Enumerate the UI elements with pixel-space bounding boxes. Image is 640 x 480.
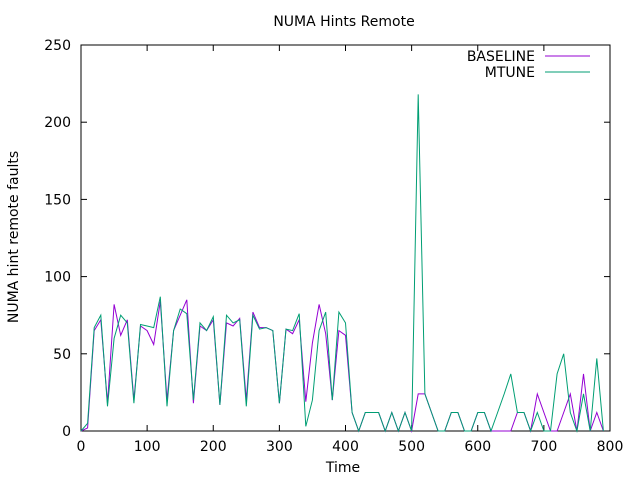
chart-title: NUMA Hints Remote: [273, 14, 414, 30]
series-line-mtune: [80, 94, 604, 433]
series-lines: [80, 94, 604, 433]
y-tick-label: 150: [44, 192, 71, 208]
y-tick-label: 0: [62, 424, 71, 440]
x-tick-label: 100: [134, 439, 161, 455]
y-axis-label: NUMA hint remote faults: [6, 151, 22, 323]
x-tick-label: 800: [597, 439, 624, 455]
y-tick-label: 50: [53, 347, 71, 363]
x-tick-label: 0: [77, 439, 86, 455]
x-tick-label: 700: [531, 439, 558, 455]
x-tick-label: 400: [332, 439, 359, 455]
plot-frame: [80, 44, 611, 432]
x-axis-label: Time: [325, 460, 360, 476]
x-tick-label: 200: [200, 439, 227, 455]
x-tick-label: 300: [266, 439, 293, 455]
x-tick-label: 600: [464, 439, 491, 455]
legend-label-baseline: BASELINE: [467, 49, 535, 65]
y-tick-label: 200: [44, 115, 71, 131]
legend-label-mtune: MTUNE: [485, 65, 535, 81]
y-tick-label: 250: [44, 38, 71, 54]
y-tick-label: 100: [44, 270, 71, 286]
series-line-baseline: [80, 299, 604, 433]
axis-ticks: 0 100 200 300 400 500 600 700 800 0 50 100 150 200 250: [44, 38, 623, 455]
x-tick-label: 500: [398, 439, 425, 455]
